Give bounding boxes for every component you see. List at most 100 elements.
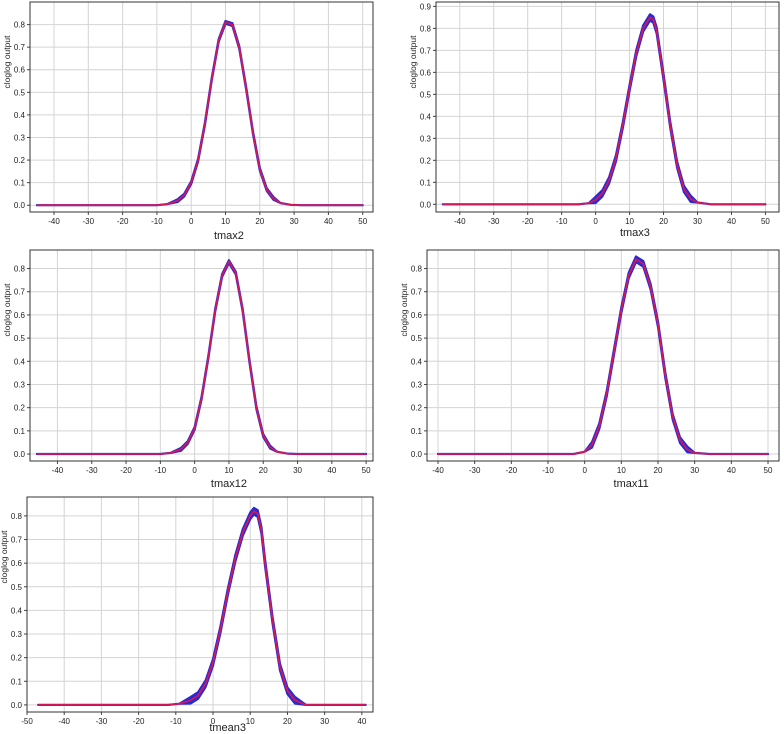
x-tick-label: 40 [327, 466, 336, 475]
x-tick-label: -10 [151, 217, 163, 226]
y-tick-label: 0.1 [420, 178, 432, 187]
y-tick-label: 0.7 [420, 46, 432, 55]
x-tick-label: 30 [690, 466, 699, 475]
x-tick-label: 40 [727, 466, 736, 475]
y-tick-label: 0.2 [14, 404, 26, 413]
y-tick-label: 0.5 [411, 334, 423, 343]
y-tick-label: 0.4 [411, 357, 423, 366]
y-tick-label: 0.5 [11, 583, 23, 592]
plot-frame [29, 1, 374, 213]
plot-frame [26, 496, 374, 713]
y-axis-label: cloglog output [2, 35, 12, 89]
x-tick-label: 40 [727, 217, 736, 226]
x-tick-label: 50 [764, 466, 773, 475]
y-tick-label: 0.4 [11, 606, 23, 615]
y-tick-label: 0.1 [14, 427, 26, 436]
x-tick-label: 0 [593, 217, 598, 226]
x-tick-label: 10 [221, 217, 230, 226]
x-tick-label: 30 [290, 217, 299, 226]
x-tick-label: 50 [761, 217, 770, 226]
plot-frame [426, 249, 780, 462]
x-tick-label: 50 [358, 217, 367, 226]
y-axis-label: cloglog output [408, 35, 418, 89]
y-tick-label: 0.8 [14, 265, 26, 274]
y-tick-label: 0.6 [14, 66, 26, 75]
x-tick-label: -50 [21, 717, 33, 726]
x-tick-label: 40 [324, 217, 333, 226]
plot-area [427, 250, 779, 461]
plot-area [27, 497, 373, 712]
y-tick-label: 0.5 [14, 334, 26, 343]
y-tick-label: 0.1 [14, 179, 26, 188]
x-tick-label: 0 [192, 466, 197, 475]
y-tick-label: 0.1 [411, 427, 423, 436]
x-axis-label: tmax3 [620, 227, 650, 239]
y-tick-label: 0.9 [420, 2, 432, 11]
series-line [36, 21, 363, 207]
x-axis-label: tmax2 [214, 230, 244, 242]
x-tick-label: 40 [357, 717, 366, 726]
x-tick-label: 20 [283, 717, 292, 726]
plot-area [30, 250, 373, 461]
x-tick-label: 0 [211, 717, 216, 726]
y-tick-label: 0.6 [11, 559, 23, 568]
x-tick-label: -40 [432, 466, 444, 475]
x-tick-label: 0 [189, 217, 194, 226]
x-tick-label: -10 [542, 466, 554, 475]
y-tick-label: 0.2 [14, 156, 26, 165]
y-tick-label: 0.0 [14, 450, 26, 459]
y-tick-label: 0.2 [411, 404, 423, 413]
x-tick-label: 10 [224, 466, 233, 475]
x-tick-label: -40 [48, 217, 60, 226]
x-tick-label: -40 [454, 217, 466, 226]
x-tick-label: -30 [469, 466, 481, 475]
y-tick-label: 0.2 [420, 156, 432, 165]
y-tick-label: 0.7 [411, 288, 423, 297]
y-tick-label: 0.7 [14, 43, 26, 52]
y-tick-label: 0.3 [420, 134, 432, 143]
x-tick-label: -10 [556, 217, 568, 226]
y-tick-label: 0.3 [11, 630, 23, 639]
y-tick-label: 0.8 [11, 512, 23, 521]
y-axis-label: cloglog output [2, 283, 12, 337]
x-axis-label: tmax12 [211, 478, 247, 490]
panel-tmax12: -40 -30 -20 -10 0 10 20 30 40 50 0.0 0.1 0.2 0.3 0.4 0.… [2, 249, 374, 490]
y-tick-label: 0.1 [11, 677, 23, 686]
x-tick-label: -20 [522, 217, 534, 226]
x-tick-label: -10 [170, 717, 182, 726]
y-axis-label: cloglog output [0, 530, 9, 584]
panel-tmean3: -50 -40 -30 -20 -10 0 10 20 30 40 0.0 0.1 0.2 0.3 0.4 0… [0, 496, 374, 734]
y-axis-label: cloglog output [399, 283, 409, 337]
x-tick-label: 20 [255, 217, 264, 226]
series-line [442, 16, 766, 206]
y-tick-label: 0.2 [11, 654, 23, 663]
y-tick-label: 0.3 [411, 380, 423, 389]
x-tick-label: -20 [506, 466, 518, 475]
panel-tmax11: -40 -30 -20 -10 0 10 20 30 40 50 0.0 0.1 0.2 0.3 0.4 0.… [399, 249, 780, 490]
x-tick-label: -20 [117, 217, 129, 226]
x-axis-label: tmax11 [614, 478, 649, 490]
y-tick-label: 0.6 [411, 311, 423, 320]
plot-frame [435, 1, 780, 213]
x-tick-label: -40 [52, 466, 64, 475]
series-line [38, 510, 366, 706]
series-line [438, 258, 768, 455]
plot-area [30, 2, 373, 212]
x-tick-label: -20 [120, 466, 132, 475]
plot-frame [29, 249, 374, 462]
x-tick-label: -30 [86, 466, 98, 475]
x-tick-label: -20 [133, 717, 145, 726]
x-tick-label: 10 [625, 217, 634, 226]
y-tick-label: 0.0 [11, 701, 23, 710]
x-tick-label: -30 [488, 217, 500, 226]
y-tick-label: 0.6 [420, 68, 432, 77]
y-tick-label: 0.3 [14, 133, 26, 142]
y-tick-label: 0.4 [14, 111, 26, 120]
y-tick-label: 0.5 [14, 88, 26, 97]
x-tick-label: -10 [155, 466, 167, 475]
x-axis-label: tmean3 [209, 722, 246, 734]
y-tick-label: 0.0 [420, 200, 432, 209]
y-tick-label: 0.3 [14, 380, 26, 389]
x-tick-label: 30 [320, 717, 329, 726]
